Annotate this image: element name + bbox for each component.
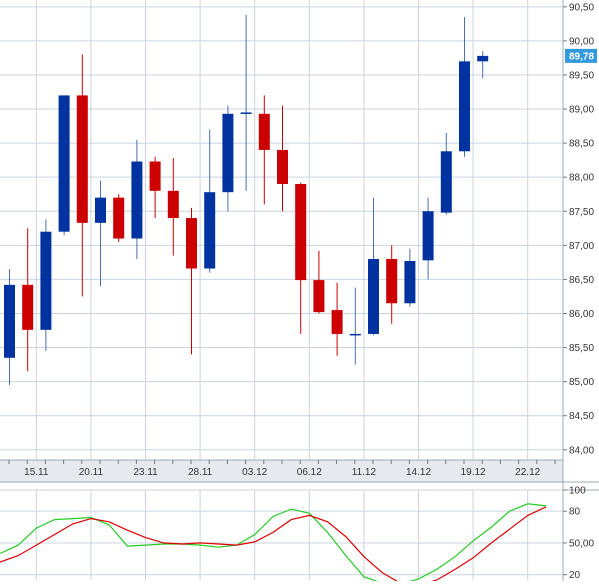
candle-body [167, 190, 179, 219]
oscillator-tick-label: 80 [569, 507, 581, 518]
oscillator-tick-label: 50,00 [569, 538, 594, 549]
price-tick-label: 88,50 [569, 139, 594, 150]
price-tick-label: 88,00 [569, 173, 594, 184]
last-price-badge [565, 48, 597, 63]
candle-body [76, 95, 88, 223]
oscillator-tick-label: 20 [569, 570, 581, 581]
candle-body [40, 231, 52, 330]
date-tick-label: 19.12 [461, 467, 486, 478]
date-axis-band [0, 460, 563, 482]
price-tick-label: 84,50 [569, 411, 594, 422]
candle-body [477, 55, 489, 62]
candle-body [240, 112, 252, 114]
date-tick-label: 22.12 [515, 467, 540, 478]
price-tick-label: 89,50 [569, 70, 594, 81]
candle-body [204, 192, 216, 269]
oscillator-series-fast [0, 503, 547, 585]
price-tick-label: 87,00 [569, 241, 594, 252]
candle-body [422, 211, 434, 261]
candle-body [113, 197, 125, 239]
price-tick-label: 89,00 [569, 105, 594, 116]
candle-body [258, 113, 270, 150]
date-tick-label: 20.11 [79, 467, 104, 478]
price-tick-label: 90,00 [569, 36, 594, 47]
candle-body [404, 261, 416, 304]
candle-body [22, 284, 34, 330]
candle-body [331, 310, 343, 334]
price-tick-label: 85,00 [569, 377, 594, 388]
date-tick-label: 03.12 [242, 467, 267, 478]
candle-body [313, 280, 325, 313]
date-tick-label: 15.11 [24, 467, 49, 478]
price-tick-label: 86,50 [569, 275, 594, 286]
candle-body [95, 197, 106, 223]
date-tick-label: 11.12 [352, 467, 377, 478]
oscillator-tick-label: 100 [569, 486, 586, 497]
date-tick-label: 06.12 [297, 467, 322, 478]
price-tick-label: 86,00 [569, 309, 594, 320]
price-tick-label: 90,50 [569, 2, 594, 13]
candle-body [459, 61, 470, 152]
candle-body [368, 258, 379, 334]
candle-body [149, 161, 161, 191]
date-tick-label: 14.12 [406, 467, 431, 478]
candle-body [295, 184, 307, 281]
candle-body [58, 95, 70, 232]
price-tick-label: 85,50 [569, 343, 594, 354]
price-tick-label: 84,00 [569, 445, 594, 456]
candle-body [277, 149, 288, 184]
candle-body [186, 218, 197, 269]
candle-body [131, 161, 143, 239]
date-tick-label: 23.11 [133, 467, 158, 478]
candle-body [386, 258, 398, 304]
date-tick-label: 28.11 [188, 467, 213, 478]
candle-body [440, 151, 452, 213]
candle-body [4, 284, 15, 358]
last-price-label: 89,78 [569, 51, 594, 62]
candle-body [349, 333, 361, 336]
price-tick-label: 87,50 [569, 207, 594, 218]
oscillator-series-slow [0, 506, 547, 586]
candle-body [222, 113, 234, 193]
